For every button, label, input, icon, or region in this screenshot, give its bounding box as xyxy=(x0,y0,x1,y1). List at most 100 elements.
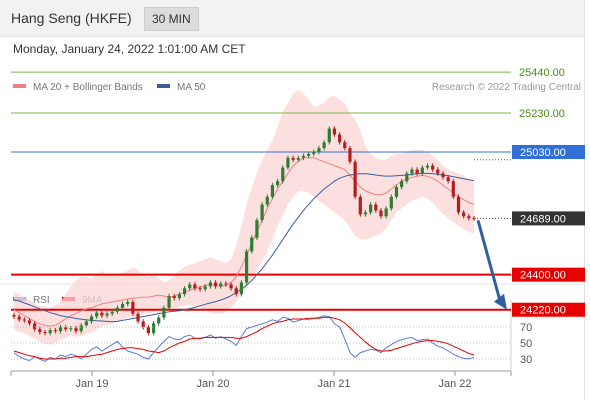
candle-body-69 xyxy=(369,204,373,213)
candle-body-67 xyxy=(358,196,362,215)
candle-body-73 xyxy=(389,196,393,209)
candle-body-56 xyxy=(301,155,306,158)
candle-body-29 xyxy=(162,307,166,318)
x-tick-label-2: Jan 21 xyxy=(317,378,350,390)
candle-body-60 xyxy=(322,142,326,149)
candle-body-80 xyxy=(425,165,430,168)
candle-body-62 xyxy=(332,128,337,135)
candle-body-16 xyxy=(95,312,99,317)
candle-body-25 xyxy=(141,321,145,328)
candles xyxy=(12,126,476,336)
level-label-3: 24689.00 xyxy=(520,213,566,225)
candle-body-17 xyxy=(100,312,104,316)
candle-body-77 xyxy=(410,169,414,174)
watermark: Research © 2022 Trading Central xyxy=(432,82,581,93)
ma20-line xyxy=(13,157,475,327)
candle-body-5 xyxy=(38,329,42,333)
candle-body-47 xyxy=(255,220,259,238)
forecast-arrow-head xyxy=(494,293,507,310)
candle-body-8 xyxy=(53,330,57,332)
candle-body-13 xyxy=(79,325,83,332)
chart-datetime: Monday, January 24, 2022 1:01:00 AM CET xyxy=(13,42,246,56)
candle-body-40 xyxy=(219,283,223,287)
candle-body-1 xyxy=(17,316,21,320)
candle-body-66 xyxy=(353,161,357,197)
candle-body-26 xyxy=(146,327,150,334)
candle-body-36 xyxy=(198,288,202,290)
candle-body-6 xyxy=(43,332,47,334)
legend-swatch-main-1 xyxy=(157,84,170,88)
candle-body-44 xyxy=(239,282,244,295)
candle-body-38 xyxy=(208,282,213,287)
x-tick-label-1: Jan 20 xyxy=(196,378,229,390)
candle-body-12 xyxy=(74,328,78,332)
rsi-tick-30: 30 xyxy=(520,354,532,366)
candle-body-10 xyxy=(64,327,68,330)
candle-body-35 xyxy=(193,284,197,289)
candle-body-86 xyxy=(456,196,461,213)
candle-body-84 xyxy=(446,177,450,182)
candle-body-78 xyxy=(415,169,419,174)
candle-body-76 xyxy=(405,173,409,182)
candle-body-65 xyxy=(348,148,352,162)
candle-body-64 xyxy=(343,142,347,149)
candle-body-82 xyxy=(436,169,440,174)
candle-body-28 xyxy=(157,317,161,324)
rsi-tick-70: 70 xyxy=(520,322,532,334)
candle-body-42 xyxy=(229,284,233,289)
candle-body-49 xyxy=(265,196,269,205)
timeframe-button[interactable]: 30 MIN xyxy=(144,7,199,31)
candle-body-51 xyxy=(275,181,280,186)
candle-body-63 xyxy=(338,134,342,143)
candle-body-30 xyxy=(167,296,171,308)
candle-body-54 xyxy=(291,157,295,160)
candle-body-53 xyxy=(286,157,290,168)
candle-body-22 xyxy=(126,301,130,304)
candle-body-50 xyxy=(270,185,275,197)
candle-body-9 xyxy=(58,327,63,332)
candle-body-41 xyxy=(224,283,228,285)
candle-body-59 xyxy=(317,148,321,152)
x-tick-label-3: Jan 22 xyxy=(438,378,471,390)
candle-body-31 xyxy=(172,296,176,299)
candle-body-45 xyxy=(244,251,249,283)
candle-body-70 xyxy=(374,204,378,211)
level-label-0: 25440.00 xyxy=(519,67,565,79)
candle-body-15 xyxy=(89,316,94,322)
level-tag-3 xyxy=(512,211,585,226)
level-tag-5 xyxy=(512,302,585,317)
candle-body-87 xyxy=(462,212,466,217)
candle-body-57 xyxy=(307,153,311,156)
candle-body-83 xyxy=(441,173,445,178)
candle-body-32 xyxy=(177,294,181,299)
rsi-ma-line xyxy=(13,316,475,360)
candle-body-61 xyxy=(327,128,331,143)
candle-body-19 xyxy=(110,311,114,314)
candle-body-11 xyxy=(69,328,73,330)
candle-body-46 xyxy=(250,237,254,252)
candle-body-75 xyxy=(400,181,404,188)
candle-body-79 xyxy=(420,167,424,174)
candle-body-14 xyxy=(84,321,88,326)
forecast-arrow-shaft xyxy=(476,220,502,302)
candle-body-85 xyxy=(451,181,455,197)
chart-header: Hang Seng (HKFE) 30 MIN xyxy=(0,0,584,37)
candle-body-89 xyxy=(472,218,476,220)
candle-body-0 xyxy=(12,314,16,317)
level-label-4: 24400.00 xyxy=(520,270,566,282)
level-tag-4 xyxy=(512,267,585,282)
candle-body-33 xyxy=(182,288,187,295)
level-label-5: 24220.00 xyxy=(520,305,566,317)
legend-label-rsi-0: RSI xyxy=(33,295,50,306)
frame-border xyxy=(584,0,585,400)
rsi-line xyxy=(13,315,475,362)
candle-body-74 xyxy=(394,187,399,197)
candle-body-68 xyxy=(363,212,368,215)
candle-body-7 xyxy=(48,330,52,334)
candle-body-37 xyxy=(203,286,207,290)
candle-body-24 xyxy=(136,313,140,322)
candle-body-3 xyxy=(27,320,32,324)
legend-swatch-main-0 xyxy=(13,84,26,88)
x-tick-label-0: Jan 19 xyxy=(75,378,108,390)
